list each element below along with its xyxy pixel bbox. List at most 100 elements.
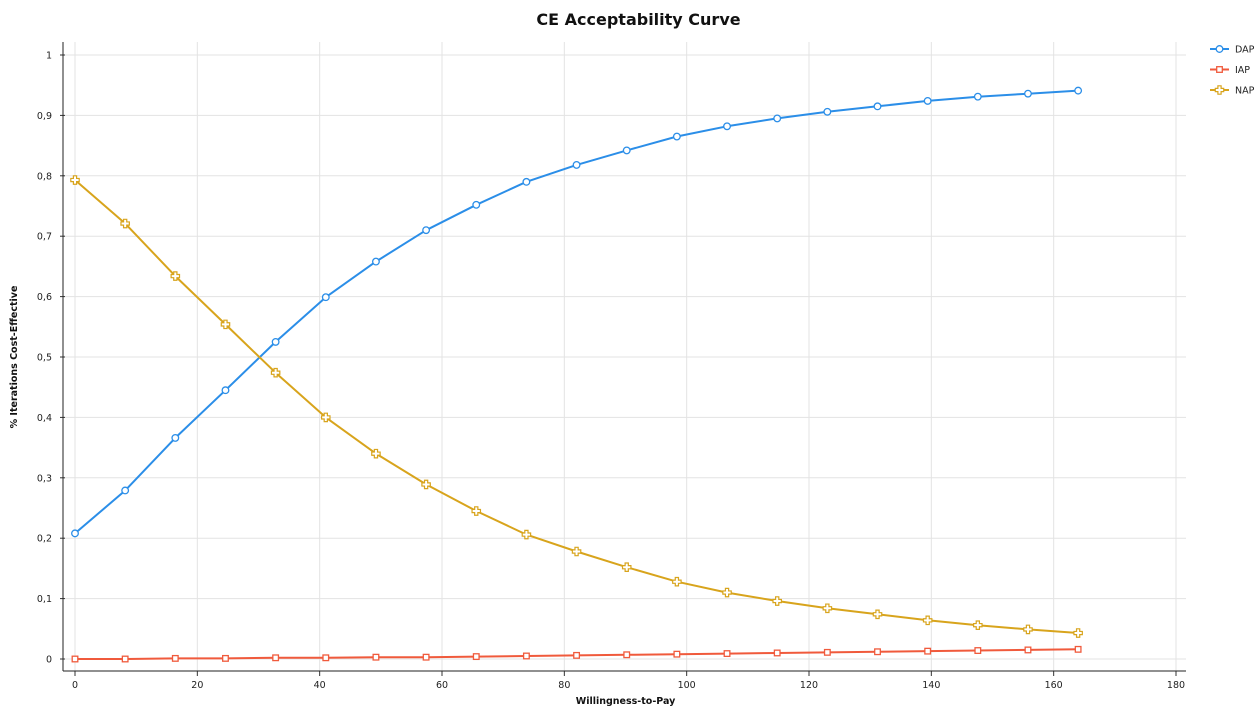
legend: DAP IAP NAP (1210, 45, 1255, 97)
data-point-iap (723, 650, 731, 658)
legend-swatch-marker (1214, 85, 1225, 95)
data-point-dap (873, 102, 882, 111)
series-dap (71, 86, 1083, 538)
data-point-nap (421, 479, 431, 490)
data-point-iap (422, 653, 430, 661)
y-tick-label: 0,8 (37, 171, 52, 182)
data-point-dap (422, 226, 431, 235)
data-point-dap (371, 257, 380, 266)
data-point-iap (322, 654, 330, 662)
legend-item-dap[interactable]: DAP (1210, 45, 1255, 56)
data-point-nap (1023, 624, 1033, 635)
data-point-iap (974, 647, 982, 654)
data-point-nap (973, 620, 983, 630)
x-tick-label: 180 (1167, 680, 1185, 691)
y-tick-label: 0 (46, 655, 52, 666)
x-axis-label: Willingness-to-Pay (576, 696, 676, 706)
y-tick-label: 0,9 (37, 111, 52, 122)
data-point-iap (522, 652, 530, 660)
series-layer (70, 86, 1083, 663)
data-point-nap (571, 546, 582, 557)
data-point-dap (522, 177, 531, 186)
series-line-nap (74, 179, 1079, 634)
data-point-dap (773, 114, 782, 123)
data-point-dap (472, 200, 481, 209)
data-point-nap (672, 576, 682, 587)
data-point-iap (673, 650, 681, 658)
grid-lines (63, 42, 1186, 671)
x-tick-label: 0 (72, 680, 78, 691)
data-point-dap (171, 433, 180, 442)
data-point-dap (622, 146, 631, 155)
data-point-iap (372, 653, 380, 661)
data-point-nap (772, 596, 782, 606)
data-point-nap (621, 562, 632, 572)
data-point-nap (270, 367, 281, 378)
x-tick-label: 120 (800, 680, 818, 691)
data-point-dap (823, 107, 832, 116)
data-point-iap (623, 651, 631, 659)
legend-item-iap[interactable]: IAP (1210, 65, 1250, 76)
axes: 0 0,1 0,2 0,3 0,4 0,5 0,6 0,7 0,8 0,9 1 0 20 40 60 80 10… (37, 42, 1186, 691)
legend-label: NAP (1235, 86, 1255, 97)
data-point-iap (823, 648, 831, 656)
data-point-iap (121, 655, 129, 663)
data-point-nap (872, 609, 883, 620)
series-line-dap (74, 89, 1079, 535)
x-tick-label: 160 (1045, 680, 1063, 691)
data-point-iap (773, 649, 781, 657)
data-point-iap (1074, 645, 1082, 653)
data-point-dap (121, 486, 130, 495)
x-tick-label: 20 (191, 680, 203, 691)
data-point-dap (973, 92, 982, 101)
legend-swatch-marker (1215, 45, 1224, 53)
data-point-nap (1073, 628, 1083, 638)
y-tick-label: 0,2 (37, 534, 52, 545)
data-point-iap (171, 654, 179, 662)
data-point-iap (924, 647, 932, 655)
x-tick-label: 100 (678, 680, 696, 691)
data-point-iap (272, 654, 280, 662)
x-tick-label: 140 (922, 680, 940, 691)
data-point-dap (1024, 89, 1032, 98)
data-point-iap (71, 655, 79, 663)
data-point-nap (922, 615, 933, 626)
y-tick-label: 1 (46, 51, 52, 62)
data-point-nap (170, 271, 181, 281)
data-point-iap (573, 651, 581, 659)
data-point-dap (221, 386, 230, 395)
data-point-dap (572, 160, 581, 169)
legend-label: DAP (1235, 45, 1255, 56)
data-point-dap (321, 293, 330, 302)
data-point-nap (822, 603, 833, 614)
data-point-nap (722, 587, 732, 598)
y-tick-label: 0,7 (37, 232, 52, 243)
data-point-nap (220, 319, 231, 330)
legend-label: IAP (1235, 65, 1250, 76)
y-tick-label: 0,5 (37, 353, 52, 364)
data-point-dap (1074, 86, 1083, 95)
data-point-dap (271, 337, 280, 346)
data-point-nap (371, 448, 381, 459)
y-tick-label: 0,4 (37, 413, 52, 424)
data-point-iap (472, 653, 480, 661)
data-point-dap (672, 132, 681, 141)
legend-item-nap[interactable]: NAP (1210, 85, 1255, 97)
y-tick-label: 0,1 (37, 594, 52, 605)
data-point-nap (120, 218, 130, 229)
data-point-dap (923, 96, 932, 105)
data-point-nap (521, 529, 532, 540)
data-point-iap (222, 654, 229, 662)
x-tick-label: 60 (436, 680, 448, 691)
x-tick-label: 40 (314, 680, 326, 691)
legend-swatch-marker (1216, 66, 1223, 73)
chart-title: CE Acceptability Curve (536, 10, 741, 29)
data-point-nap (320, 412, 331, 423)
y-tick-label: 0,3 (37, 473, 52, 484)
x-tick-label: 80 (558, 680, 570, 691)
series-iap (71, 645, 1082, 663)
data-point-iap (1024, 646, 1032, 654)
data-point-iap (874, 648, 881, 656)
data-point-dap (71, 529, 79, 538)
